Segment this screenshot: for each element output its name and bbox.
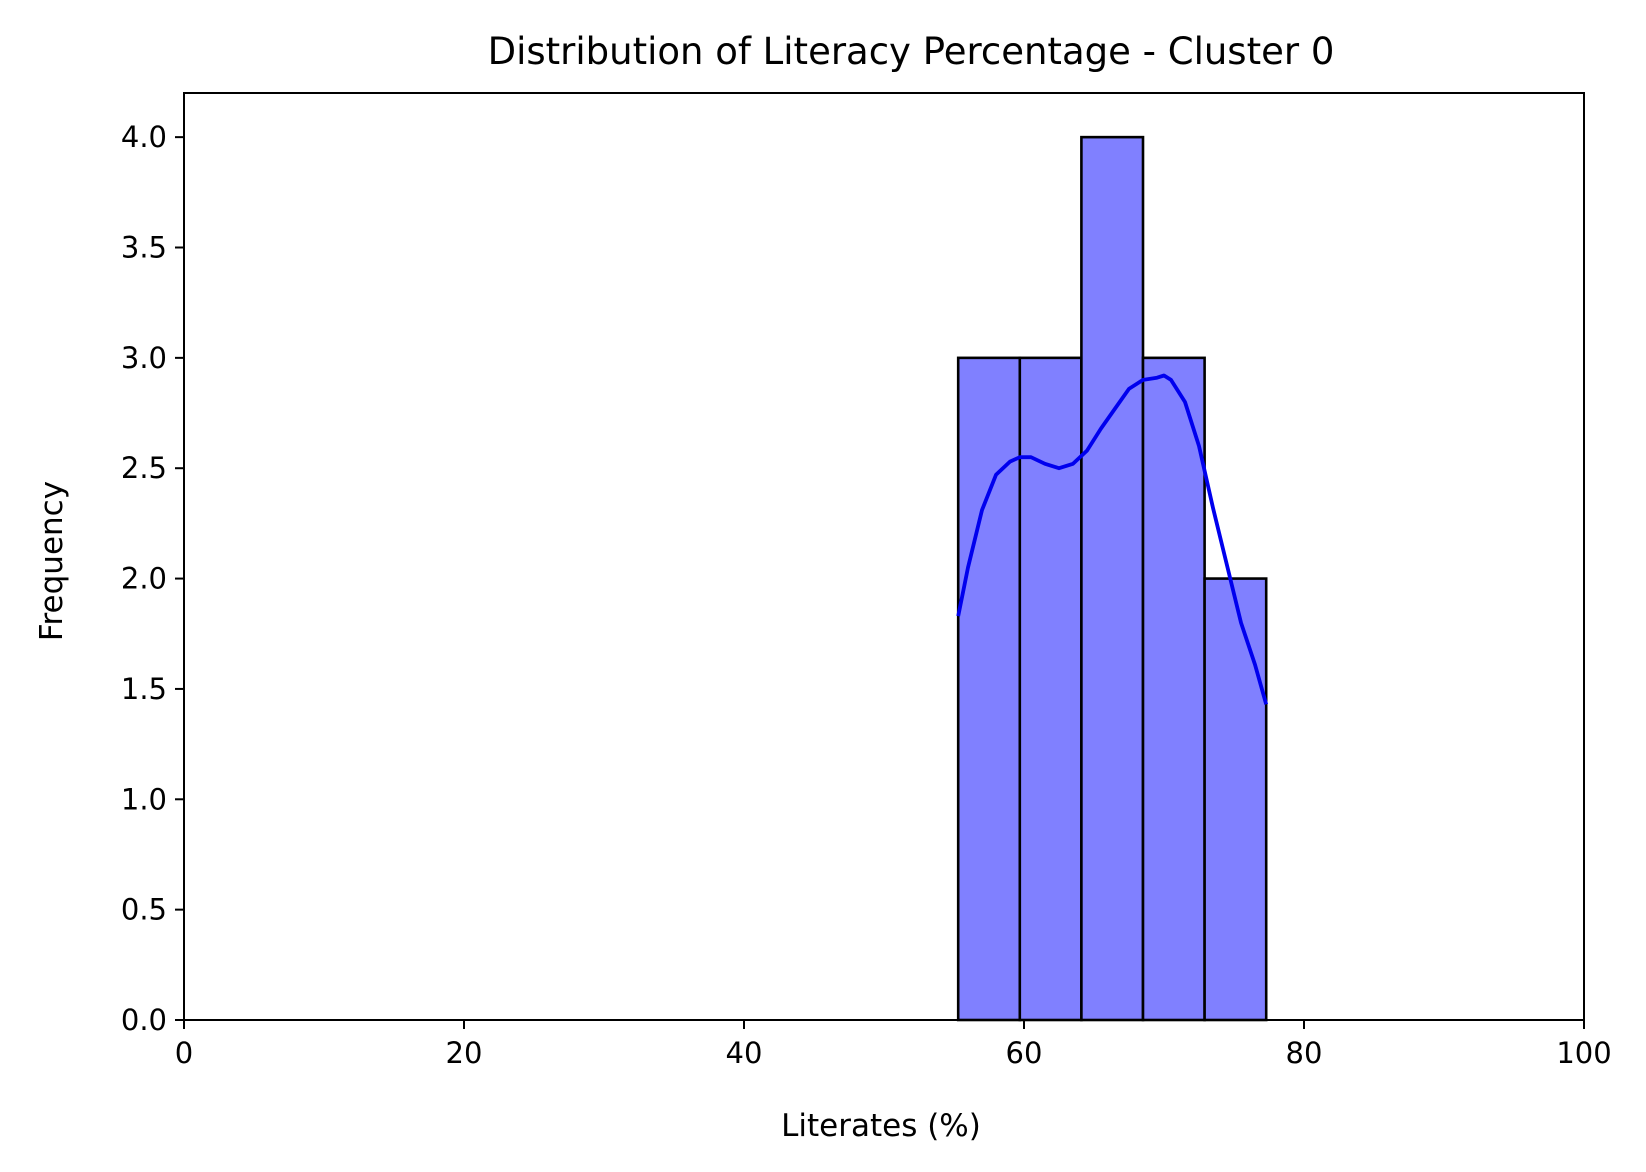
bars-group bbox=[956, 135, 1268, 1022]
x-tick-label: 20 bbox=[446, 1036, 483, 1070]
histogram-bar-2 bbox=[1080, 135, 1145, 1022]
histogram-bar-3 bbox=[1141, 356, 1206, 1022]
y-tick-label: 3.5 bbox=[121, 231, 167, 265]
y-tick-label: 2.5 bbox=[121, 451, 167, 485]
chart-title: Distribution of Literacy Percentage - Cl… bbox=[488, 30, 1335, 73]
y-tick-label: 1.0 bbox=[121, 782, 167, 816]
kde-line bbox=[956, 373, 1269, 705]
x-tick-label: 80 bbox=[1286, 1036, 1323, 1070]
histogram-bar-1 bbox=[1018, 356, 1083, 1022]
x-axis-label: Literates (%) bbox=[781, 1108, 981, 1144]
ticks-group: 0 20 40 60 80 100 0.0 0.5 1.0 1.5 2.0 2.5 3.0 3.5 4.0 bbox=[121, 120, 1612, 1070]
y-tick-label: 1.5 bbox=[121, 672, 167, 706]
y-axis-label: Frequency bbox=[34, 481, 70, 641]
histogram-bar-0 bbox=[956, 356, 1022, 1022]
histogram-bar-4 bbox=[1203, 577, 1268, 1022]
x-tick-label: 40 bbox=[726, 1036, 763, 1070]
x-tick-label: 60 bbox=[1006, 1036, 1043, 1070]
x-tick-label: 0 bbox=[175, 1036, 193, 1070]
plot-frame bbox=[183, 92, 1585, 1021]
y-tick-label: 0.0 bbox=[121, 1003, 167, 1037]
y-tick-label: 0.5 bbox=[121, 893, 167, 927]
kde-group bbox=[956, 373, 1269, 705]
axes-group bbox=[183, 92, 1585, 1021]
y-tick-label: 3.0 bbox=[121, 341, 167, 375]
x-tick-label: 100 bbox=[1556, 1036, 1611, 1070]
y-tick-label: 2.0 bbox=[121, 562, 167, 596]
y-tick-label: 4.0 bbox=[121, 120, 167, 154]
